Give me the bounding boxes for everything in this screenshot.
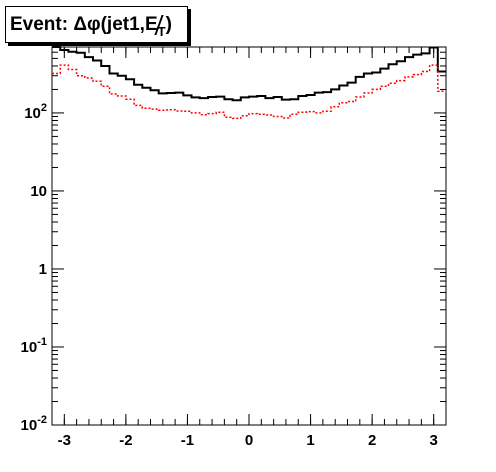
axis-layer: -3 -2 -1 0 1 2 3 10-2 10-1 1 10 102 <box>21 46 447 449</box>
met-symbol: E <box>142 7 164 42</box>
x-tick-label: 0 <box>245 432 253 449</box>
x-tick-label: 3 <box>430 432 438 449</box>
plot-frame <box>51 46 447 426</box>
y-tick-label: 10-2 <box>21 414 47 434</box>
y-tick-label: 102 <box>24 102 47 122</box>
y-tick-label: 1 <box>39 261 47 278</box>
y-tick-label: 10-1 <box>21 336 47 356</box>
x-tick-label: -2 <box>119 432 132 449</box>
x-tick-label: 1 <box>306 432 314 449</box>
x-tick-label: 2 <box>368 432 376 449</box>
y-tick-label: 10 <box>30 183 47 200</box>
series-1-line <box>52 64 446 120</box>
series-layer <box>52 46 446 120</box>
series-0-line <box>52 46 446 102</box>
chart-title: Event: Δφ(jet1,E T) <box>5 6 188 43</box>
x-tick-label: -1 <box>181 432 194 449</box>
x-tick-label: -3 <box>58 432 71 449</box>
